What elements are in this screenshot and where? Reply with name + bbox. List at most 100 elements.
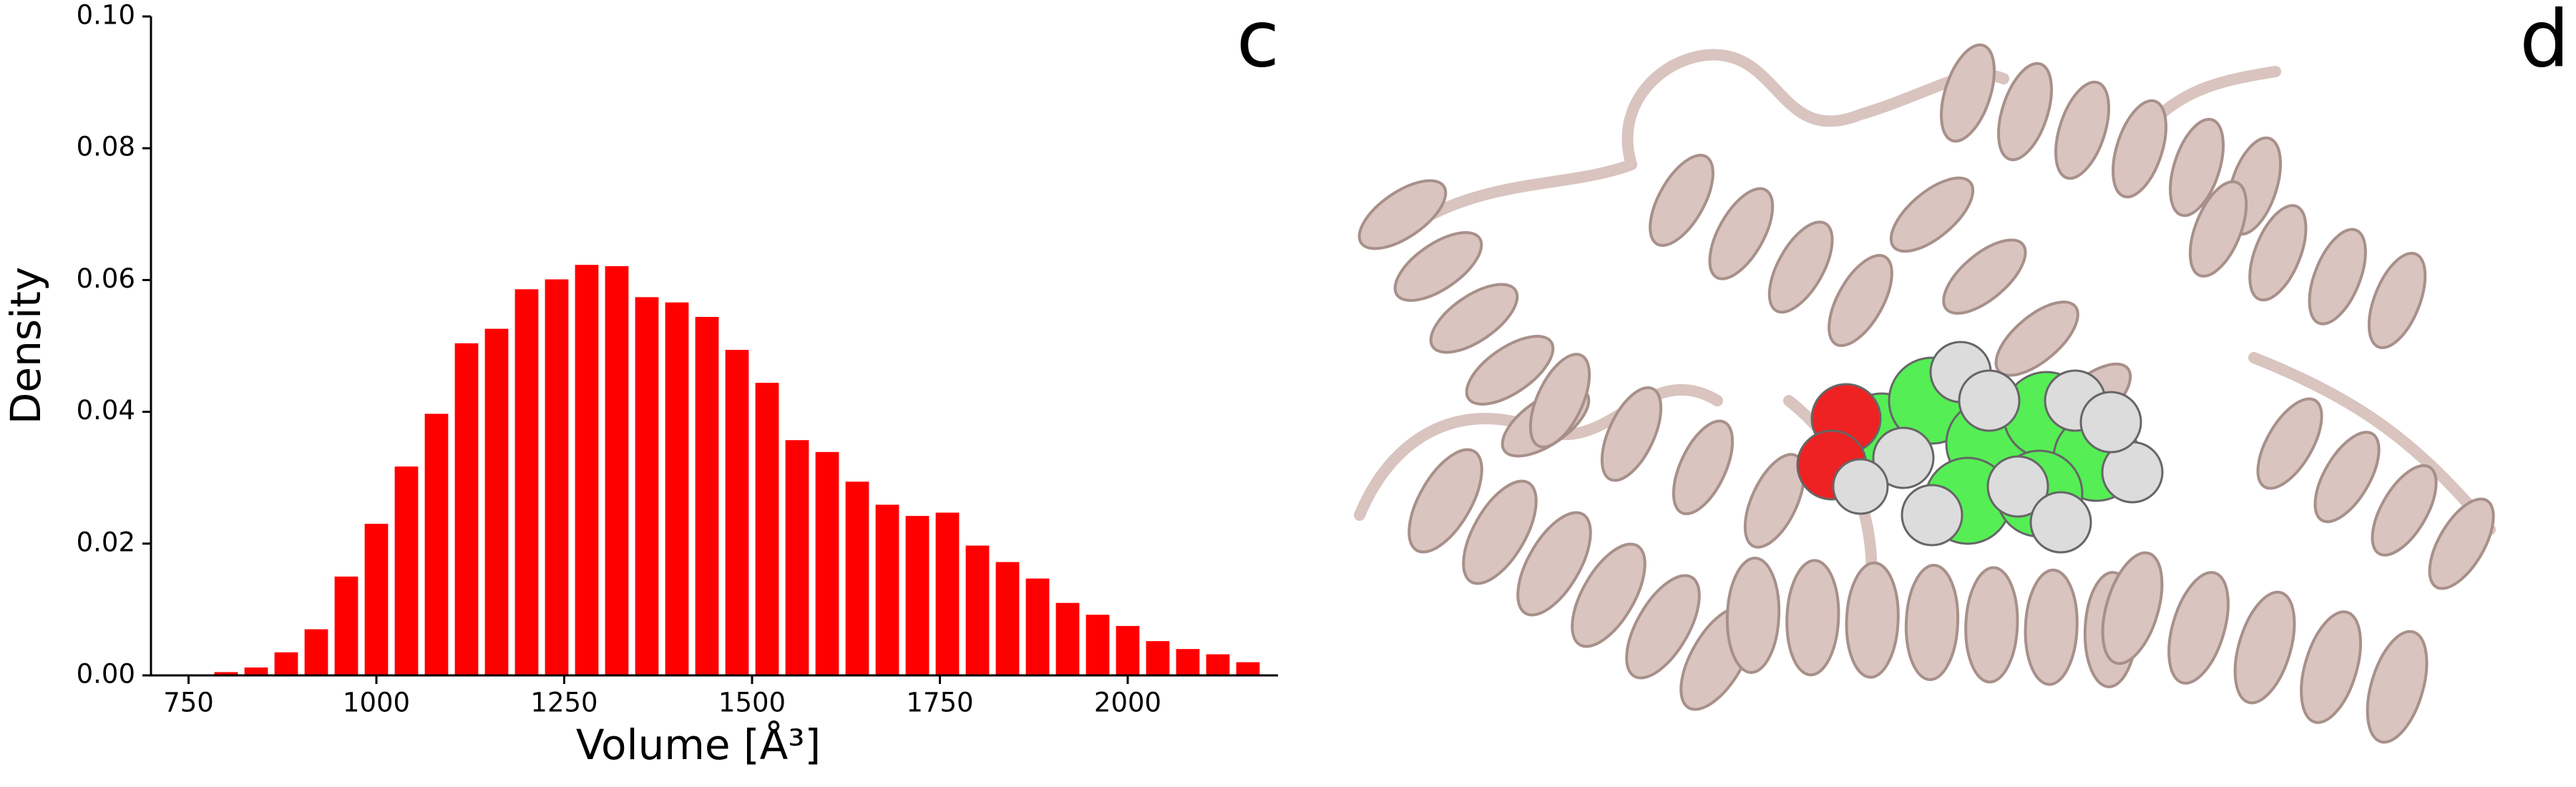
x-tick-label: 1500 — [718, 688, 786, 718]
helix-turn — [1357, 179, 1448, 250]
bar — [1085, 615, 1110, 675]
bar — [334, 576, 358, 675]
helix-turn — [1393, 231, 1483, 302]
helix-turn — [1997, 62, 2053, 162]
y-tick-label: 0.08 — [77, 132, 135, 162]
loop — [2248, 352, 2496, 535]
bar — [1055, 602, 1080, 675]
helix-turn — [2112, 99, 2167, 199]
bar — [575, 265, 599, 675]
panel-label: d — [2519, 0, 2570, 84]
bar — [394, 466, 419, 675]
helix-turn — [1429, 283, 1519, 354]
bar — [274, 652, 298, 675]
panel-label: c — [1236, 0, 1279, 84]
bar — [665, 302, 689, 675]
helix-turn — [1904, 564, 1960, 681]
x-tick-label: 1250 — [530, 688, 597, 718]
x-tick-label: 1750 — [906, 688, 973, 718]
helix-turn — [1964, 566, 2019, 684]
helix-turn — [2233, 590, 2296, 705]
helix-turn — [1625, 574, 1701, 680]
atom — [1901, 484, 1963, 547]
helix-turn — [1725, 557, 1781, 674]
helix-turn — [2167, 571, 2230, 685]
helix-turn — [1516, 511, 1592, 617]
helix-turn — [2308, 228, 2367, 326]
x-tick-label: 1000 — [343, 688, 410, 718]
bar — [635, 297, 659, 675]
bar — [484, 328, 509, 675]
helix-turn — [2101, 551, 2164, 665]
helix-turn — [1600, 386, 1663, 482]
helix-turn — [2313, 431, 2381, 524]
bar — [1236, 662, 1260, 675]
y-tick-label: 0.04 — [77, 395, 135, 426]
helix-turn — [2371, 464, 2438, 557]
helix-turn — [1528, 353, 1591, 449]
bar — [545, 279, 569, 675]
y-tick-label: 0.10 — [77, 0, 135, 31]
bar — [755, 383, 779, 675]
helix-turn — [1845, 561, 1900, 679]
helix-turn — [1940, 43, 1996, 143]
helix-turn — [2248, 204, 2308, 302]
atom — [2029, 491, 2092, 554]
x-axis-label: Volume [Å³] — [576, 720, 821, 769]
helix-turn — [2188, 180, 2248, 278]
atom — [1872, 426, 1935, 489]
helix-turn — [2169, 117, 2225, 217]
helix-turn — [1889, 176, 1975, 253]
bar — [1116, 625, 1140, 675]
bar — [905, 516, 930, 675]
helix-turn — [1785, 559, 1840, 677]
loop — [1425, 159, 1637, 220]
bar — [815, 451, 839, 675]
atom — [1958, 369, 2021, 432]
helix-turn — [2024, 568, 2079, 686]
atom — [1832, 458, 1889, 515]
x-tick-label: 2000 — [1094, 688, 1161, 718]
y-tick-label: 0.02 — [77, 527, 135, 557]
bar — [725, 350, 749, 675]
atom — [1986, 455, 2049, 518]
bar — [965, 545, 990, 675]
helix-turn — [1767, 220, 1834, 314]
helix-turn — [2300, 610, 2362, 724]
bar — [244, 667, 268, 675]
y-axis-label: Density — [1, 267, 50, 425]
bar — [514, 289, 539, 675]
atom — [2079, 391, 2142, 454]
helix-turn — [1465, 335, 1555, 406]
helix-turn — [1571, 542, 1646, 648]
y-tick-label: 0.00 — [77, 659, 135, 690]
helix-turn — [2428, 497, 2495, 590]
bar — [995, 562, 1020, 675]
bar — [1146, 641, 1170, 675]
helix-turn — [2256, 397, 2323, 490]
helix-turn — [1828, 254, 1893, 347]
bar — [1176, 649, 1200, 675]
bar — [875, 504, 899, 675]
helix-turn — [1743, 453, 1806, 549]
bar — [454, 343, 479, 675]
helix-turn — [2367, 251, 2427, 350]
helix-turn — [1672, 419, 1735, 516]
bar — [304, 629, 328, 675]
bar — [785, 440, 809, 675]
helix-turn — [2366, 630, 2429, 744]
bar — [364, 524, 389, 675]
bar — [214, 672, 238, 675]
helix-turn — [1994, 300, 2079, 377]
helix-turn — [1462, 479, 1538, 585]
protein-render — [1354, 43, 2496, 744]
bar — [424, 414, 449, 675]
bar — [605, 266, 629, 676]
bar — [935, 512, 960, 675]
bar — [1206, 654, 1230, 675]
bar — [845, 482, 869, 675]
helix-turn — [1942, 238, 2027, 315]
bar — [695, 316, 719, 675]
helix-turn — [1708, 187, 1775, 280]
